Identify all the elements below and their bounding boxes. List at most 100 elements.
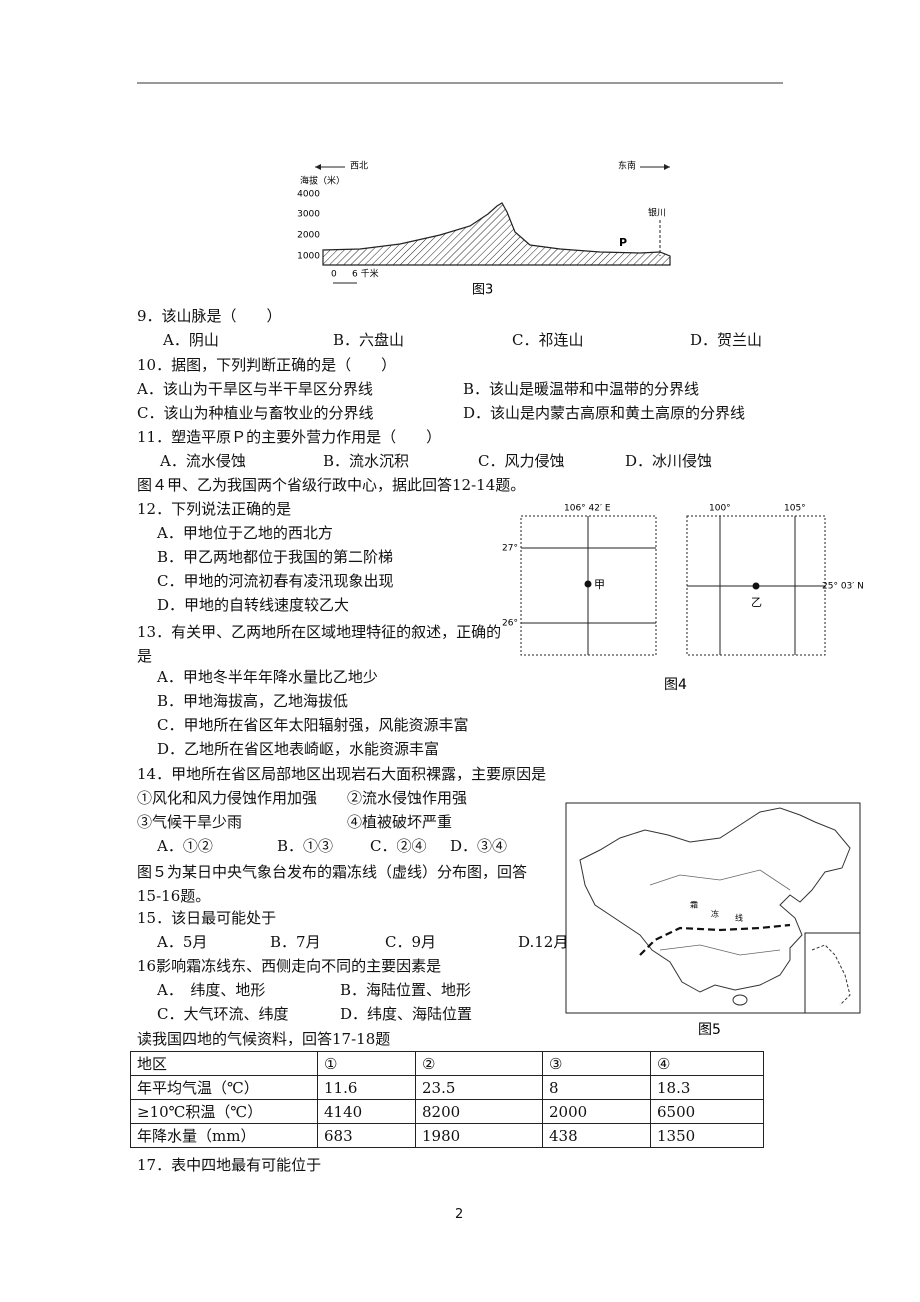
- option: B．甲地海拔高，乙地海拔低: [157, 692, 349, 710]
- city-point: [752, 582, 760, 590]
- table-cell: ③: [542, 1051, 651, 1076]
- latitude-label: 26°: [502, 619, 518, 629]
- option: A．①②: [157, 837, 213, 855]
- option: B．海陆位置、地形: [340, 981, 472, 999]
- option: D.12月: [518, 933, 569, 951]
- table-row: 年平均气温（℃） 11.6 23.5 8 18.3: [130, 1075, 764, 1100]
- tick-label: 3000: [297, 210, 320, 220]
- table-cell: 地区: [130, 1051, 318, 1076]
- option: B．甲乙两地都位于我国的第二阶梯: [157, 548, 394, 566]
- question-stem: 11．塑造平原Ｐ的主要外营力作用是（ ）: [137, 428, 442, 446]
- statement: ④植被破坏严重: [347, 813, 453, 831]
- option: B．流水沉积: [323, 452, 410, 470]
- intro: 图５为某日中央气象台发布的霜冻线（虚线）分布图，回答15-16题。: [137, 863, 528, 905]
- frost-line-label: 霜: [690, 901, 698, 910]
- option: D．贺兰山: [690, 331, 763, 349]
- option: C．该山为种植业与畜牧业的分界线: [137, 404, 374, 422]
- option: C．甲地的河流初春有凌汛现象出现: [157, 572, 394, 590]
- frost-line-label: 线: [735, 913, 743, 923]
- option: A． 纬度、地形: [157, 981, 266, 999]
- option: C．②④: [370, 837, 427, 855]
- option: C．大气环流、纬度: [157, 1005, 289, 1023]
- table-cell: 年平均气温（℃）: [130, 1075, 318, 1100]
- option: A．该山为干旱区与半干旱区分界线: [137, 380, 373, 398]
- latitude-label: 27°: [502, 544, 518, 554]
- table-cell: 8: [542, 1075, 651, 1100]
- question-stem: 10．据图，下列判断正确的是（ ）: [137, 356, 397, 374]
- table-cell: 1980: [415, 1123, 543, 1148]
- option: D．冰川侵蚀: [625, 452, 713, 470]
- table-row: 年降水量（mm） 683 1980 438 1350: [130, 1123, 764, 1148]
- option: D．纬度、海陆位置: [340, 1005, 473, 1023]
- climate-table: 地区 ① ② ③ ④ 年平均气温（℃） 11.6 23.5 8 18.3 ≥10℃积温（℃） 4140…: [130, 1051, 764, 1148]
- question-stem: 12．下列说法正确的是: [137, 500, 292, 518]
- scale-label: 0: [331, 270, 337, 280]
- option: B．该山是暖温带和中温带的分界线: [463, 380, 700, 398]
- question-stem: 9．该山脉是（ ）: [137, 307, 282, 325]
- table-cell: 8200: [415, 1099, 543, 1124]
- table-cell: 11.6: [317, 1075, 416, 1100]
- map-river: [649, 869, 791, 891]
- figure-3: 西北 东南 海拔（米） 4000 3000 2000 1000 银川 P 0 6…: [297, 160, 671, 298]
- direction-label: 西北: [350, 161, 368, 172]
- point-label: 甲: [594, 578, 605, 591]
- figure-4: 106° 42′ E 27° 26° 甲 100° 105° 25° 03′ N…: [502, 504, 864, 694]
- option: A．甲地位于乙地的西北方: [157, 524, 333, 542]
- table-cell: 1350: [650, 1123, 764, 1148]
- table-cell: ④: [650, 1051, 764, 1076]
- arrow-head: [664, 164, 670, 170]
- map-outline: [579, 807, 851, 993]
- option: B．7月: [270, 933, 321, 951]
- island: [732, 994, 748, 1006]
- longitude-label: 105°: [784, 504, 806, 514]
- table-cell: 18.3: [650, 1075, 764, 1100]
- caption: 图5: [698, 1022, 721, 1038]
- table-cell: 6500: [650, 1099, 764, 1124]
- scale-label: 6 千米: [352, 268, 379, 280]
- latitude-label: 25° 03′ N: [822, 582, 864, 592]
- table-cell: 683: [317, 1123, 416, 1148]
- question-stem: 15．该日最可能处于: [137, 909, 277, 927]
- point-label: 乙: [751, 596, 762, 609]
- option: D．乙地所在省区地表崎岖，水能资源丰富: [157, 740, 440, 758]
- page-number: 2: [455, 1207, 464, 1222]
- option: A．流水侵蚀: [160, 452, 246, 470]
- question-stem: 17．表中四地最有可能位于: [137, 1156, 322, 1174]
- question-stem: 13．有关甲、乙两地所在区域地理特征的叙述，正确的是: [137, 623, 502, 665]
- inset-outline: [811, 944, 851, 1006]
- tick-label: 1000: [297, 252, 320, 262]
- question-stem: 14．甲地所在省区局部地区出现岩石大面积裸露，主要原因是: [137, 765, 547, 783]
- tick-label: 4000: [297, 190, 320, 200]
- table-cell: 年降水量（mm）: [130, 1123, 318, 1148]
- option: A．甲地冬半年年降水量比乙地少: [157, 668, 378, 686]
- table-row: 地区 ① ② ③ ④: [130, 1051, 764, 1076]
- direction-label: 东南: [618, 160, 636, 172]
- option: A．5月: [157, 933, 208, 951]
- option: C．甲地所在省区年太阳辐射强，风能资源丰富: [157, 716, 469, 734]
- caption: 图4: [664, 677, 687, 693]
- arrow-head: [315, 164, 321, 170]
- terrain-profile: [322, 202, 671, 266]
- statement: ③气候干旱少雨: [137, 813, 243, 831]
- option: D．③④: [450, 837, 508, 855]
- option: A．阴山: [163, 331, 219, 349]
- table-cell: 23.5: [415, 1075, 543, 1100]
- table-cell: ①: [317, 1051, 416, 1076]
- option: C．9月: [385, 933, 437, 951]
- caption: 图3: [472, 283, 493, 298]
- table-cell: 2000: [542, 1099, 651, 1124]
- question-stem: 16影响霜冻线东、西侧走向不同的主要因素是: [137, 957, 442, 975]
- city-label: 银川: [648, 207, 666, 219]
- map-frame: [565, 802, 861, 1014]
- intro: 图４甲、乙为我国两个省级行政中心，据此回答12-14题。: [137, 476, 526, 494]
- longitude-label: 106° 42′ E: [564, 504, 611, 514]
- tick-label: 2000: [297, 231, 320, 241]
- map-river: [659, 944, 781, 956]
- axis-label: 海拔（米）: [300, 175, 345, 187]
- option: B．①③: [277, 837, 334, 855]
- intro: 读我国四地的气候资料，回答17-18题: [137, 1030, 391, 1048]
- option: D．该山是内蒙古高原和黄土高原的分界线: [463, 404, 746, 422]
- table-cell: ≥10℃积温（℃）: [130, 1099, 318, 1124]
- option: C．祁连山: [512, 331, 584, 349]
